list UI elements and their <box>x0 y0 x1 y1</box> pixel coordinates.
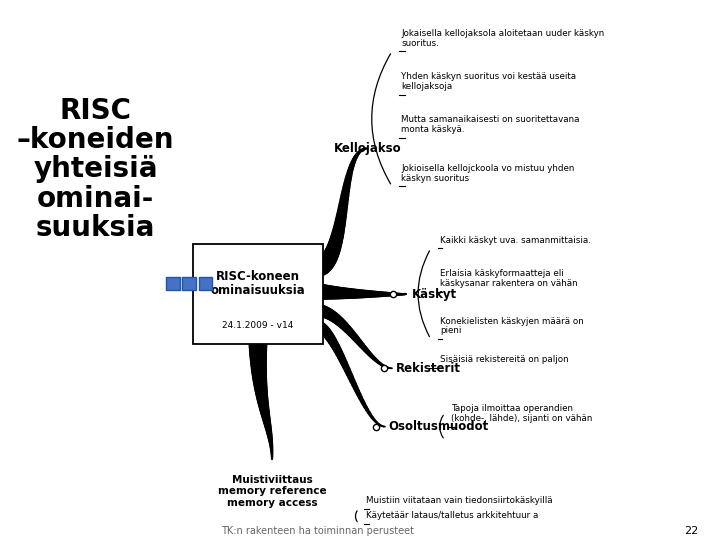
Text: Käytetäär lataus/talletus arkkitehtuur a: Käytetäär lataus/talletus arkkitehtuur a <box>366 511 539 520</box>
FancyBboxPatch shape <box>166 276 180 291</box>
Text: Osoltusmuodot: Osoltusmuodot <box>389 420 489 433</box>
Text: Jokioisella kellojckoola vo mistuu yhden
käskyn suoritus: Jokioisella kellojckoola vo mistuu yhden… <box>401 164 575 183</box>
Text: RISC-koneen
ominaisuuksia: RISC-koneen ominaisuuksia <box>210 269 305 298</box>
Text: Tapoja ilmoittaa operandien
(kohde-, lähde), sijanti on vähän: Tapoja ilmoittaa operandien (kohde-, läh… <box>451 404 592 423</box>
FancyBboxPatch shape <box>182 276 196 291</box>
Text: Rekisterit: Rekisterit <box>395 362 461 375</box>
Text: Konekielisten käskyjen määrä on
pieni: Konekielisten käskyjen määrä on pieni <box>440 316 584 335</box>
Text: Erlaisia käskyformaatteja eli
käskysanar rakentera on vähän: Erlaisia käskyformaatteja eli käskysanar… <box>440 269 577 288</box>
Text: Käskyt: Käskyt <box>412 288 457 301</box>
Text: Mutta samanaikaisesti on suoritettavana
monta käskyä.: Mutta samanaikaisesti on suoritettavana … <box>401 115 580 134</box>
FancyBboxPatch shape <box>193 244 323 345</box>
FancyBboxPatch shape <box>199 276 212 291</box>
Text: Jokaisella kellojaksola aloitetaan uuder käskyn
suoritus.: Jokaisella kellojaksola aloitetaan uuder… <box>401 29 604 48</box>
Text: TK:n rakenteen ha toiminnan perusteet: TK:n rakenteen ha toiminnan perusteet <box>222 525 415 536</box>
Text: Kellojakso: Kellojakso <box>333 142 401 155</box>
Text: Sisäisiä rekistereitä on paljon: Sisäisiä rekistereitä on paljon <box>440 355 569 364</box>
Text: Muistiin viitataan vain tiedonsiirtokäskyillä: Muistiin viitataan vain tiedonsiirtokäsk… <box>366 496 552 505</box>
Text: 24.1.2009 - v14: 24.1.2009 - v14 <box>222 321 294 330</box>
Text: RISC
–koneiden
yhteisiä
ominai-
suuksia: RISC –koneiden yhteisiä ominai- suuksia <box>17 97 174 241</box>
Text: 22: 22 <box>685 525 699 536</box>
Text: Muistiviittaus
memory reference
memory access: Muistiviittaus memory reference memory a… <box>217 475 326 508</box>
Text: Yhden käskyn suoritus voi kestää useita
kellojaksoja: Yhden käskyn suoritus voi kestää useita … <box>401 72 576 91</box>
Text: Kaikki käskyt uva. samanmittaisia.: Kaikki käskyt uva. samanmittaisia. <box>440 235 591 245</box>
